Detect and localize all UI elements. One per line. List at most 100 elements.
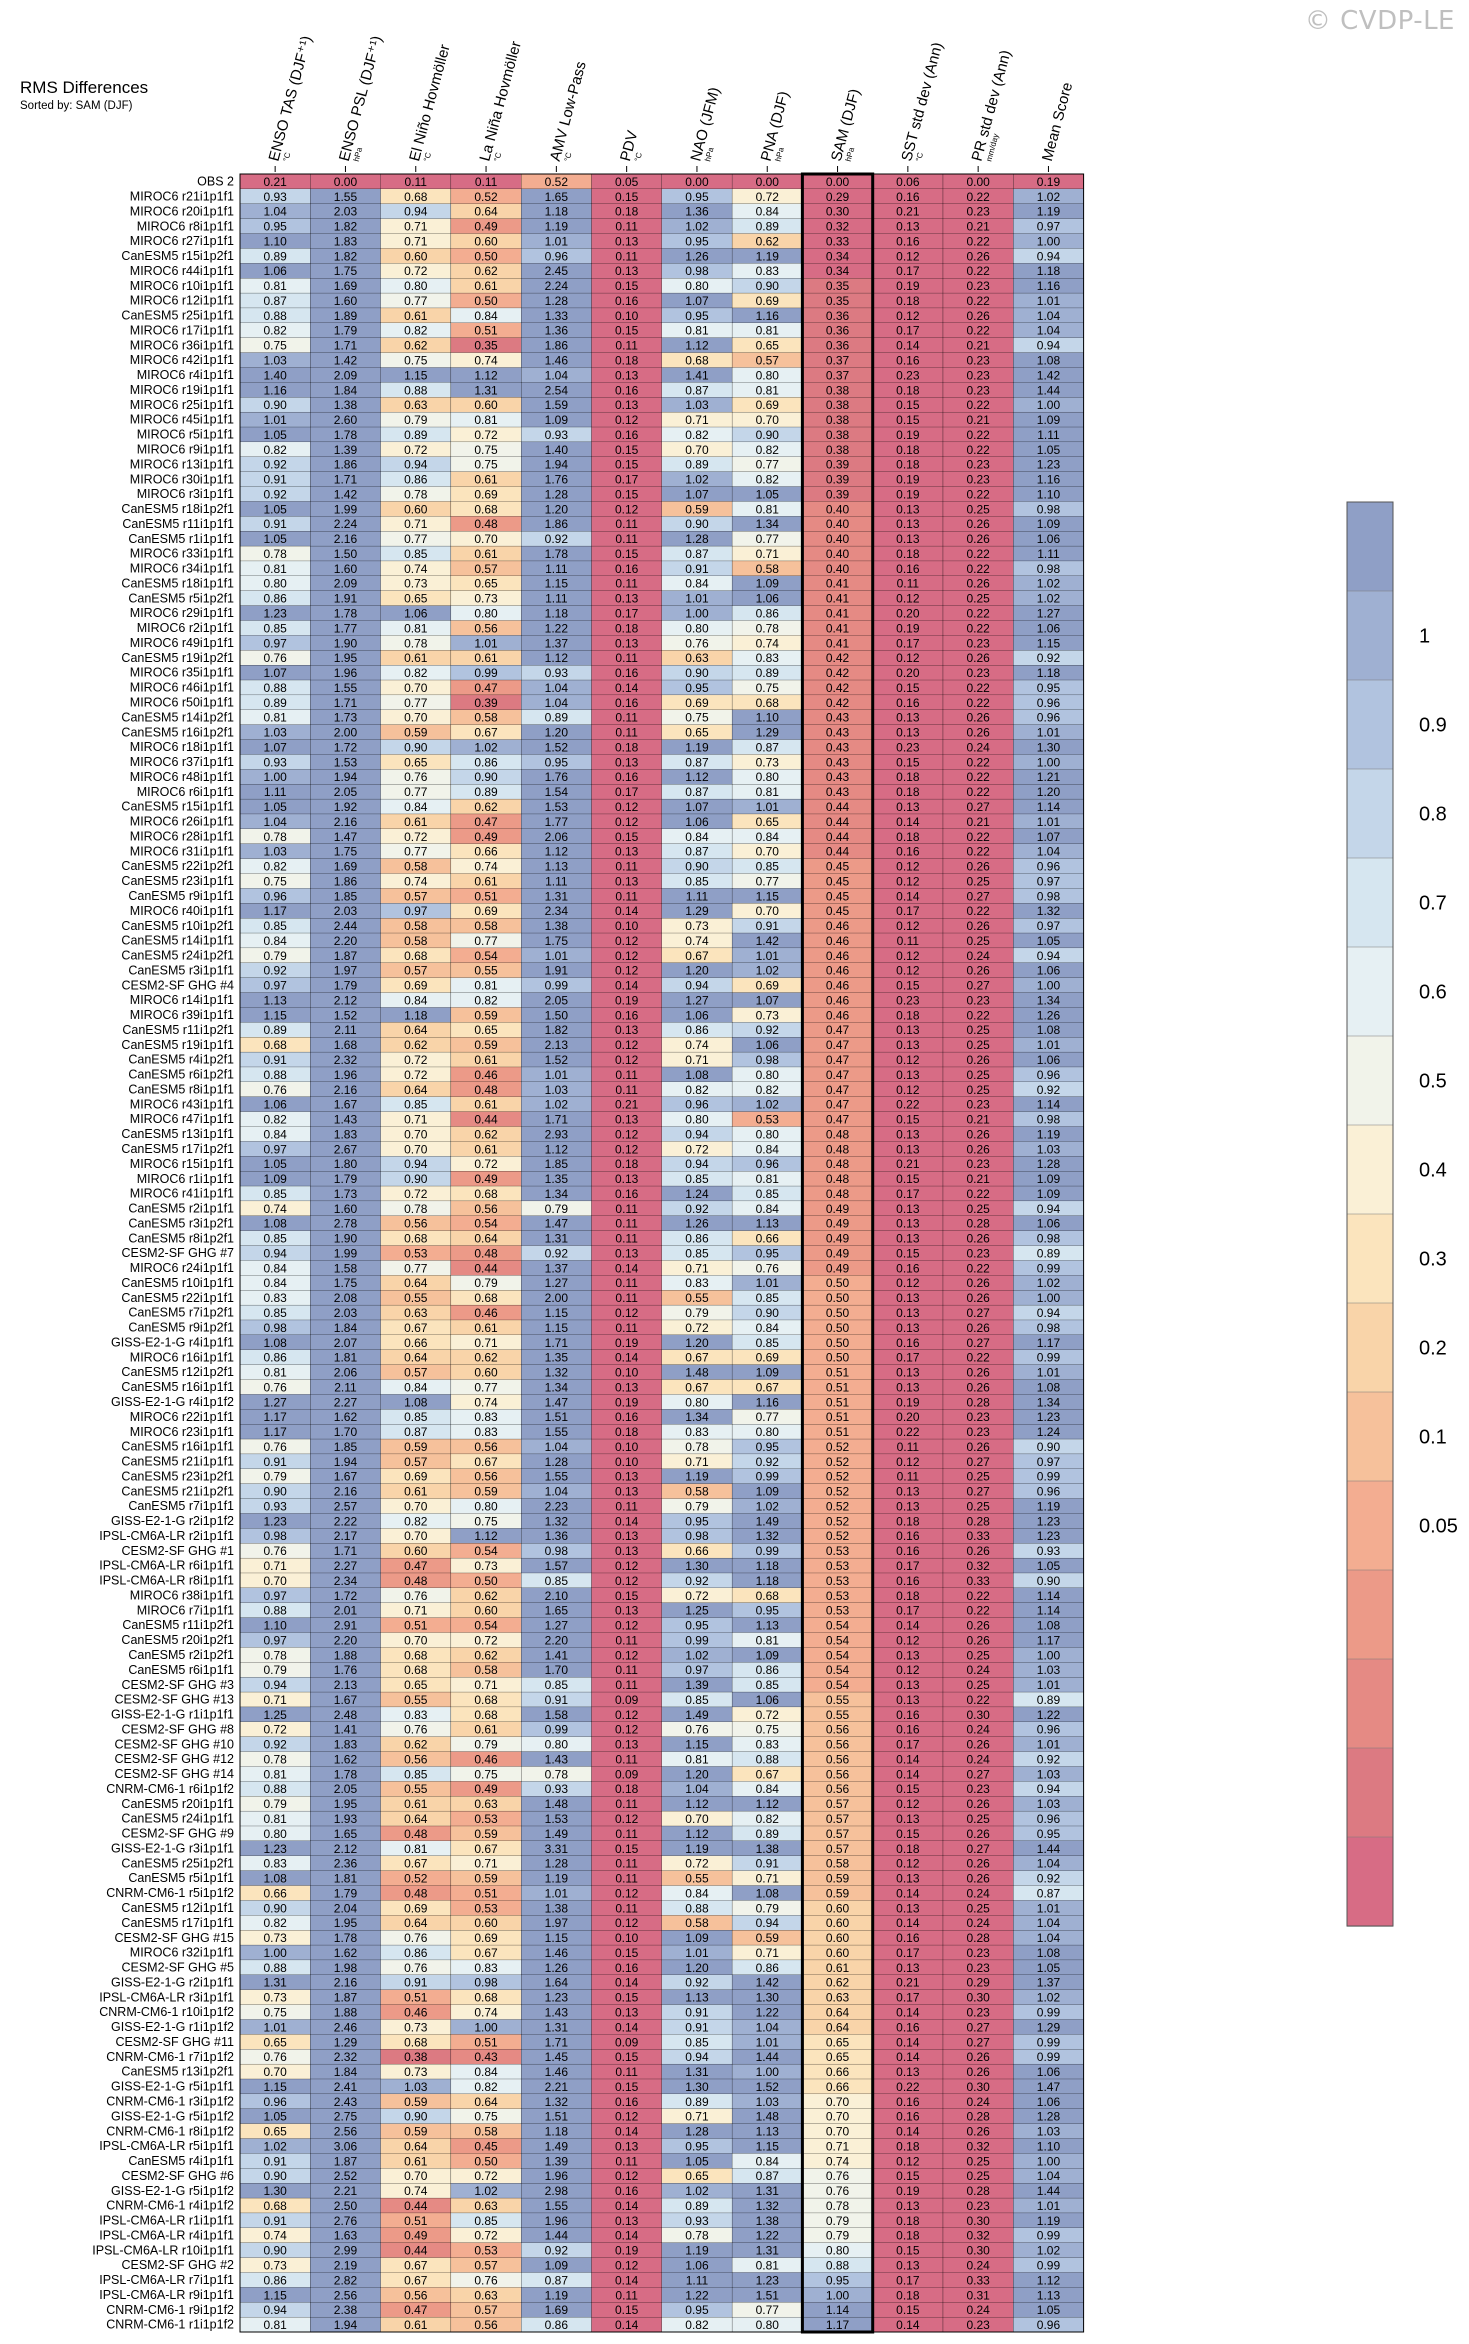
- cell-value: 0.44: [404, 2199, 428, 2213]
- row-label: MIROC6 r26i1p1f1: [130, 815, 234, 829]
- cell-value: 0.47: [826, 1023, 850, 1037]
- cell-value: 0.42: [826, 651, 850, 665]
- cell-value: 0.24: [966, 2095, 990, 2109]
- cell-value: 0.67: [404, 2273, 428, 2287]
- cell-value: 0.26: [966, 860, 990, 874]
- cell-value: 0.14: [615, 681, 639, 695]
- cell-value: 0.26: [966, 1321, 990, 1335]
- cell-value: 1.38: [756, 2214, 780, 2228]
- cell-value: 0.96: [756, 1157, 780, 1171]
- row-label: MIROC6 r47i1p1f1: [130, 1112, 234, 1126]
- row-label: CESM2-SF GHG #11: [115, 2035, 234, 2049]
- cell-value: 1.97: [545, 1916, 569, 1930]
- cell-value: 0.83: [263, 1857, 287, 1871]
- cell-value: 1.70: [334, 1425, 358, 1439]
- row-label: CanESM5 r6i1p1f1: [128, 1663, 234, 1677]
- cell-value: 2.16: [334, 815, 358, 829]
- cell-value: 0.99: [1037, 2005, 1061, 2019]
- cell-value: 1.20: [685, 964, 709, 978]
- cell-value: 1.78: [334, 607, 358, 621]
- cell-value: 1.03: [1037, 1142, 1061, 1156]
- cell-value: 0.13: [896, 1127, 920, 1141]
- cell-value: 0.23: [966, 279, 990, 293]
- cell-value: 0.16: [896, 1261, 920, 1275]
- cell-value: 0.75: [404, 354, 428, 368]
- cell-value: 0.71: [685, 1261, 709, 1275]
- cell-value: 0.14: [896, 1886, 920, 1900]
- cell-value: 1.11: [686, 889, 709, 903]
- cell-value: 0.05: [615, 175, 639, 189]
- cell-value: 1.49: [545, 2139, 569, 2153]
- cell-value: 0.11: [615, 889, 638, 903]
- cell-value: 0.17: [896, 264, 920, 278]
- cell-value: 0.87: [756, 740, 780, 754]
- cell-value: 2.20: [334, 1633, 358, 1647]
- cell-value: 0.72: [474, 1157, 498, 1171]
- cell-value: 0.84: [756, 1202, 780, 1216]
- cell-value: 2.54: [545, 383, 569, 397]
- cell-value: 0.92: [263, 458, 287, 472]
- cell-value: 0.84: [404, 1380, 428, 1394]
- cell-value: 0.48: [826, 1142, 850, 1156]
- cell-value: 0.10: [615, 1366, 639, 1380]
- cell-value: 0.90: [263, 1485, 287, 1499]
- cell-value: 0.14: [615, 2125, 639, 2139]
- cell-value: 0.85: [756, 1336, 780, 1350]
- cell-value: 0.85: [404, 547, 428, 561]
- cell-value: 1.39: [545, 2154, 569, 2168]
- cell-value: 0.39: [826, 458, 850, 472]
- cell-value: 0.41: [826, 577, 850, 591]
- cell-value: 0.14: [896, 1752, 920, 1766]
- cell-value: 0.11: [615, 651, 638, 665]
- cell-value: 1.29: [334, 2035, 358, 2049]
- cell-value: 1.15: [263, 2080, 287, 2094]
- cell-value: 0.11: [615, 711, 638, 725]
- cell-value: 0.38: [404, 2050, 428, 2064]
- cell-value: 1.49: [545, 1827, 569, 1841]
- cell-value: 0.91: [263, 473, 287, 487]
- cell-value: 0.61: [474, 1723, 498, 1737]
- row-label: CanESM5 r21i1p1f1: [121, 1455, 234, 1469]
- cell-value: 0.99: [1037, 2258, 1061, 2272]
- cell-value: 0.84: [756, 830, 780, 844]
- cell-value: 0.88: [756, 1752, 780, 1766]
- cell-value: 0.57: [826, 1842, 850, 1856]
- cell-value: 1.47: [545, 1217, 569, 1231]
- cell-value: 0.16: [896, 2110, 920, 2124]
- cell-value: 1.29: [685, 904, 709, 918]
- cell-value: 0.94: [685, 1157, 709, 1171]
- row-label: CanESM5 r15i1p2f1: [121, 249, 234, 263]
- cell-value: 0.68: [263, 1038, 287, 1052]
- cell-value: 1.02: [1037, 1991, 1061, 2005]
- cell-value: 0.86: [756, 1961, 780, 1975]
- cell-value: 0.26: [966, 1232, 990, 1246]
- cell-value: 1.17: [263, 1425, 287, 1439]
- cell-value: 0.18: [896, 2214, 920, 2228]
- cell-value: 1.64: [545, 1976, 569, 1990]
- row-label: MIROC6 r13i1p1f1: [130, 457, 234, 471]
- cell-value: 0.12: [896, 964, 920, 978]
- cell-value: 1.94: [545, 458, 569, 472]
- cell-value: 0.60: [474, 1604, 498, 1618]
- cell-value: 0.60: [826, 1901, 850, 1915]
- cell-value: 0.17: [896, 636, 920, 650]
- cell-value: 0.71: [404, 1113, 428, 1127]
- cell-value: 1.01: [545, 949, 569, 963]
- cell-value: 2.78: [334, 1217, 358, 1231]
- cell-value: 0.90: [263, 2244, 287, 2258]
- cell-value: 0.12: [615, 949, 639, 963]
- cell-value: 2.46: [334, 2020, 358, 2034]
- cell-value: 0.24: [966, 740, 990, 754]
- cell-value: 1.42: [1037, 368, 1061, 382]
- cell-value: 1.51: [756, 2288, 780, 2302]
- cell-value: 1.12: [685, 770, 709, 784]
- cell-value: 0.13: [615, 1023, 639, 1037]
- cell-value: 0.20: [896, 607, 920, 621]
- cell-value: 1.01: [1037, 294, 1061, 308]
- cell-value: 0.15: [896, 1782, 920, 1796]
- cell-value: 0.66: [263, 1886, 287, 1900]
- cell-value: 0.72: [756, 1708, 780, 1722]
- cell-value: 0.12: [615, 1127, 639, 1141]
- cell-value: 0.92: [685, 1574, 709, 1588]
- cell-value: 0.70: [756, 904, 780, 918]
